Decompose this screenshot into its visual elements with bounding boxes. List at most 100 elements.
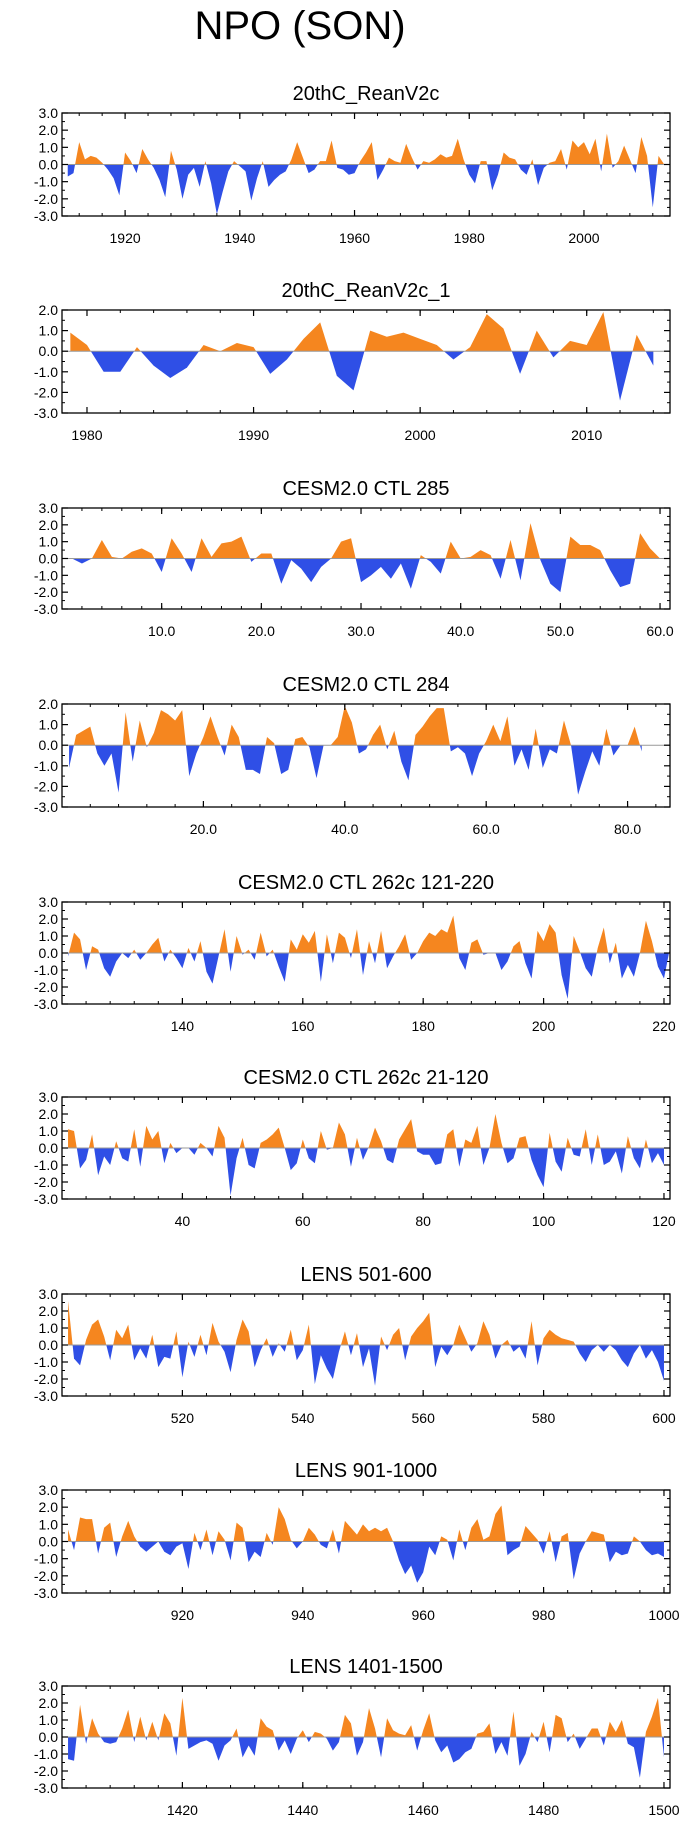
negative-area-47 <box>626 1737 646 1778</box>
positive-area-39 <box>489 1114 503 1148</box>
negative-area-23 <box>415 164 422 170</box>
positive-area-30 <box>421 1713 435 1737</box>
positive-area-10 <box>199 716 221 746</box>
negative-area-5 <box>99 953 123 977</box>
positive-area-3 <box>88 1134 95 1148</box>
positive-area-15 <box>197 1142 207 1148</box>
negative-area-5 <box>132 164 139 174</box>
positive-area-10 <box>146 937 163 953</box>
positive-area-45 <box>542 1329 576 1345</box>
positive-area-31 <box>380 1336 385 1345</box>
negative-area-45 <box>600 1737 606 1746</box>
negative-area-27 <box>273 953 289 982</box>
negative-area-4 <box>106 1345 114 1361</box>
panel-5: CESM2.0 CTL 262c 121-220-3.0-2.0-1.00.01… <box>34 872 676 1034</box>
positive-area-15 <box>215 1531 226 1542</box>
positive-area-22 <box>385 143 416 165</box>
positive-area-42 <box>417 915 459 953</box>
negative-area-33 <box>492 1737 511 1756</box>
positive-area-12 <box>159 1713 173 1737</box>
positive-area-35 <box>521 1526 539 1542</box>
negative-area-8 <box>137 1541 159 1552</box>
x-tick-label: 940 <box>291 1607 315 1623</box>
negative-area-23 <box>324 1737 341 1751</box>
positive-area-7 <box>293 322 330 352</box>
positive-area-15 <box>208 1322 221 1345</box>
x-tick-label: 1980 <box>454 230 485 246</box>
negative-area-33 <box>610 745 621 756</box>
positive-area-36 <box>602 133 613 165</box>
negative-area-19 <box>274 1737 298 1754</box>
x-tick-label: 40 <box>175 1213 191 1229</box>
x-tick-label: 580 <box>532 1410 556 1426</box>
negative-area-32 <box>384 1345 390 1351</box>
positive-area-52 <box>572 936 581 953</box>
panel-title: LENS 501-600 <box>300 1264 431 1286</box>
positive-area-28 <box>288 930 318 953</box>
positive-area-45 <box>565 1137 572 1148</box>
positive-area-11 <box>187 1341 190 1345</box>
positive-area-5 <box>100 1522 114 1542</box>
positive-area-39 <box>560 1532 569 1542</box>
y-tick-label: 2.0 <box>39 1106 59 1122</box>
positive-area-23 <box>635 533 661 559</box>
negative-area-52 <box>639 1345 664 1381</box>
y-tick-label: -3.0 <box>34 799 58 815</box>
positive-area-5 <box>199 342 257 352</box>
y-tick-label: 3.0 <box>39 1286 59 1302</box>
positive-area-21 <box>566 536 605 559</box>
negative-area-1 <box>67 164 76 177</box>
panel-title: LENS 1401-1500 <box>289 1656 442 1678</box>
negative-area-7 <box>133 1737 136 1743</box>
negative-area-22 <box>284 1148 301 1171</box>
positive-area-32 <box>603 728 611 746</box>
x-tick-label: 1990 <box>238 427 269 443</box>
negative-area-41 <box>409 953 418 960</box>
negative-area-4 <box>154 558 166 572</box>
positive-area-8 <box>147 710 186 746</box>
y-tick-label: -1.0 <box>34 1354 58 1370</box>
negative-area-3 <box>85 1737 88 1744</box>
positive-area-2 <box>73 726 96 746</box>
negative-area-2 <box>71 558 92 564</box>
negative-area-31 <box>330 953 335 964</box>
negative-area-37 <box>534 1737 540 1743</box>
negative-area-4 <box>96 1541 101 1554</box>
y-tick-label: -3.0 <box>34 208 58 224</box>
negative-area-21 <box>386 745 389 750</box>
negative-area-29 <box>317 953 325 982</box>
positive-area-42 <box>571 1733 576 1737</box>
x-tick-label: 540 <box>291 1410 315 1426</box>
y-tick-label: 1.0 <box>39 717 59 733</box>
negative-area-29 <box>538 745 559 768</box>
negative-area-43 <box>575 1737 587 1749</box>
negative-area-50 <box>600 1148 626 1174</box>
x-tick-label: 60.0 <box>473 821 500 837</box>
negative-area-12 <box>189 1345 198 1357</box>
y-tick-label: -2.0 <box>34 191 58 207</box>
positive-area-23 <box>300 1139 306 1148</box>
positive-area-27 <box>341 1520 394 1542</box>
y-tick-label: -1.0 <box>34 364 58 380</box>
x-tick-label: 20.0 <box>248 623 275 639</box>
negative-area-59 <box>654 953 669 979</box>
positive-area-4 <box>122 712 131 746</box>
y-tick-label: -2.0 <box>34 1763 58 1779</box>
positive-area-48 <box>510 941 523 953</box>
positive-area-36 <box>530 1731 535 1737</box>
positive-area-26 <box>363 1708 377 1737</box>
positive-area-32 <box>547 149 566 165</box>
negative-area-14 <box>203 1345 209 1356</box>
x-tick-label: 560 <box>412 1410 436 1426</box>
figure-title: NPO (SON) <box>194 4 406 48</box>
negative-area-18 <box>645 351 654 366</box>
negative-area-38 <box>468 1345 477 1352</box>
positive-area-30 <box>558 720 572 746</box>
negative-area-13 <box>172 953 187 969</box>
positive-area-8 <box>169 150 176 165</box>
negative-area-10 <box>161 1148 169 1164</box>
positive-area-12 <box>232 161 238 165</box>
x-tick-label: 40.0 <box>331 821 358 837</box>
negative-area-25 <box>449 745 484 777</box>
